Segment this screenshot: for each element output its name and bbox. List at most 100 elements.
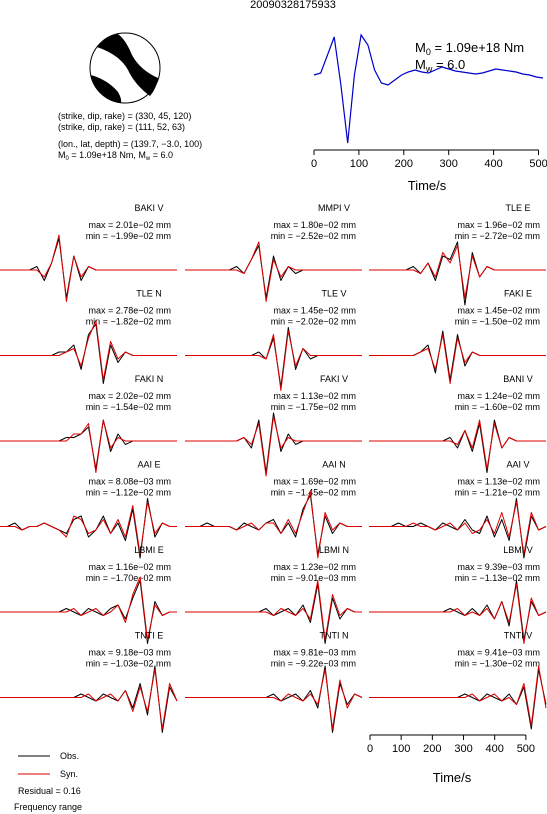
syn-trace (0, 234, 177, 302)
min-label: min = −1.99e−02 mm (86, 231, 171, 241)
min-label: min = −1.60e−02 mm (455, 402, 540, 412)
max-label: max = 1.16e−02 mm (88, 562, 171, 572)
syn-trace (0, 669, 178, 730)
mechanism-line: (lon., lat, depth) = (139.7, −3.0, 100) (58, 139, 202, 149)
station-label: FAKI V (320, 374, 348, 384)
syn-trace (185, 416, 362, 477)
syn-trace (185, 241, 362, 302)
min-label: min = −1.21e−02 mm (455, 488, 540, 498)
min-label: min = −9.22e−03 mm (271, 659, 356, 669)
obs-trace (369, 669, 547, 730)
m0-label: M0 = 1.09e+18 Nm (415, 40, 524, 57)
x-tick-label: 200 (423, 743, 441, 755)
station-label: BANI V (503, 374, 533, 384)
max-label: max = 1.23e−02 mm (273, 562, 356, 572)
min-label: min = −2.72e−02 mm (455, 231, 540, 241)
x-tick-label: 300 (440, 158, 458, 170)
station-label: TLE V (321, 289, 346, 299)
x-tick-label: 300 (454, 743, 472, 755)
x-tick-label: 400 (486, 743, 504, 755)
syn-trace (369, 501, 547, 555)
station-label: TNTI N (320, 631, 349, 641)
min-label: min = −1.50e−02 mm (455, 317, 540, 327)
max-label: max = 9.39e−03 mm (457, 562, 540, 572)
station-label: TLE E (505, 203, 530, 213)
syn-trace (369, 665, 547, 726)
syn-trace (185, 491, 362, 559)
station-label: LBMI N (319, 545, 349, 555)
min-label: min = −1.12e−02 mm (86, 488, 171, 498)
legend-label: Obs. (60, 751, 79, 761)
station-label: AAI N (322, 460, 346, 470)
residual: Residual = 0.16 (18, 786, 81, 796)
min-label: min = −1.45e−02 mm (271, 488, 356, 498)
max-label: max = 8.08e−03 mm (88, 477, 171, 487)
max-label: max = 9.18e−03 mm (88, 648, 171, 658)
min-label: min = −1.75e−02 mm (271, 402, 356, 412)
syn-trace (369, 245, 546, 299)
min-label: min = −1.82e−02 mm (86, 317, 171, 327)
syn-trace (0, 576, 177, 641)
frequency-range: Frequency range (14, 802, 82, 812)
x-tick-label: 500 (529, 158, 547, 170)
beach-ball (89, 32, 161, 104)
min-label: min = −1.13e−02 mm (455, 573, 540, 583)
x-axis-label: Time/s (433, 770, 472, 785)
min-label: min = −2.52e−02 mm (271, 231, 356, 241)
station-label: TNTI E (135, 631, 164, 641)
mechanism-line: (strike, dip, rake) = (111, 52, 63) (58, 122, 185, 132)
max-label: max = 1.24e−02 mm (457, 391, 540, 401)
max-label: max = 1.13e−02 mm (457, 477, 540, 487)
syn-trace (185, 669, 363, 730)
syn-trace (185, 580, 362, 641)
stf-line (313, 33, 544, 144)
max-label: max = 1.96e−02 mm (457, 220, 540, 230)
max-label: max = 1.45e−02 mm (457, 306, 540, 316)
max-label: max = 1.69e−02 mm (273, 477, 356, 487)
max-label: max = 2.01e−02 mm (88, 220, 171, 230)
max-label: max = 2.78e−02 mm (88, 306, 171, 316)
max-label: max = 9.81e−03 mm (273, 648, 356, 658)
moment-line: M0 = 1.09e+18 Nm, Mw = 6.0 (58, 150, 173, 162)
legend: Obs. Syn. Residual = 0.16 Frequency rang… (14, 751, 82, 812)
syn-trace (0, 320, 177, 381)
x-tick-label: 500 (517, 743, 535, 755)
max-label: max = 9.41e−03 mm (457, 648, 540, 658)
x-tick-label: 400 (484, 158, 502, 170)
x-tick-label: 100 (350, 158, 368, 170)
max-label: max = 1.45e−02 mm (273, 306, 356, 316)
station-label: LBMI E (134, 545, 164, 555)
syn-trace (0, 419, 177, 473)
min-label: min = −1.30e−02 mm (455, 659, 540, 669)
obs-trace (185, 665, 363, 733)
syn-trace (369, 583, 547, 644)
syn-trace (185, 330, 362, 391)
syn-trace (0, 501, 177, 555)
station-label: AAI E (137, 460, 160, 470)
obs-trace (0, 665, 178, 733)
station-label: BAKI V (134, 203, 163, 213)
max-label: max = 1.13e−02 mm (273, 391, 356, 401)
x-axis-label: Time/s (408, 178, 447, 193)
station-label: FAKI E (504, 289, 532, 299)
station-label: FAKI N (135, 374, 164, 384)
max-label: max = 1.80e−02 mm (273, 220, 356, 230)
station-label: LBMI V (503, 545, 533, 555)
station-label: TNTI V (504, 631, 533, 641)
mechanism-line: (strike, dip, rake) = (330, 45, 120) (58, 111, 191, 121)
station-label: MMPI V (318, 203, 350, 213)
syn-trace (369, 419, 546, 470)
min-label: min = −1.54e−02 mm (86, 402, 171, 412)
x-tick-label: 100 (392, 743, 410, 755)
min-label: min = −1.03e−02 mm (86, 659, 171, 669)
x-tick-label: 0 (367, 743, 373, 755)
syn-trace (369, 334, 546, 384)
station-label: AAI V (506, 460, 529, 470)
max-label: max = 2.02e−02 mm (88, 391, 171, 401)
min-label: min = −9.01e−03 mm (271, 573, 356, 583)
min-label: min = −1.70e−02 mm (86, 573, 171, 583)
min-label: min = −2.02e−02 mm (271, 317, 356, 327)
legend-label: Syn. (60, 769, 78, 779)
station-label: TLE N (136, 289, 162, 299)
x-tick-label: 200 (395, 158, 413, 170)
